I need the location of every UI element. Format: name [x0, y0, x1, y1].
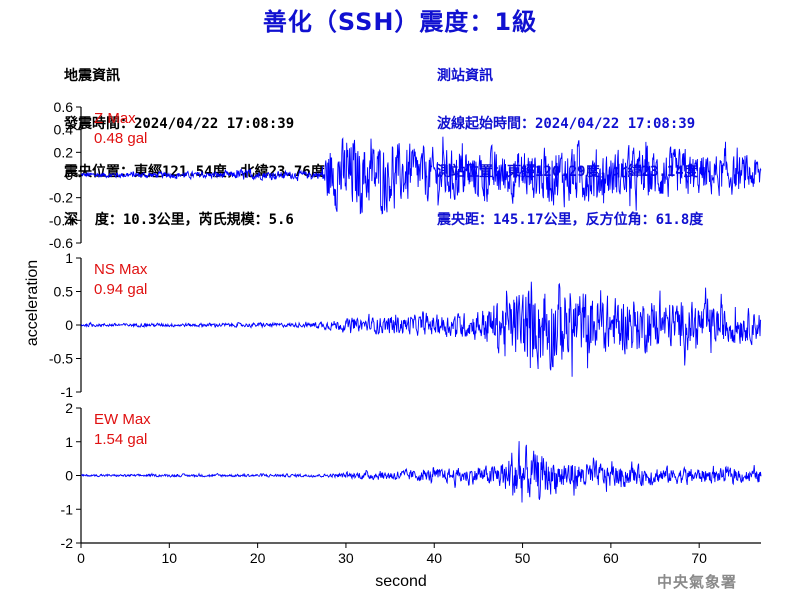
y-tick-label: -0.4 — [49, 212, 73, 228]
earthquake-info: 地震資訊 發震時間：2024/04/22 17:08:39 震央位置：東經121… — [64, 36, 325, 244]
x-tick-label: 70 — [691, 550, 707, 566]
max-label-z: Z Max — [94, 110, 136, 127]
y-tick-label: -1 — [61, 384, 74, 400]
quake-info-header: 地震資訊 — [64, 68, 120, 84]
y-tick-label: -0.5 — [49, 351, 73, 367]
waveform-trace-ew — [80, 441, 762, 503]
station-info-header: 測站資訊 — [437, 68, 493, 84]
y-tick-label: 0 — [65, 317, 73, 333]
y-tick-label: 0.2 — [54, 144, 74, 160]
agency-label: 中央氣象署 — [657, 573, 738, 591]
x-tick-label: 40 — [426, 550, 442, 566]
y-tick-label: 1 — [65, 434, 73, 450]
max-label-ew: EW Max — [94, 411, 151, 428]
origin-time: 發震時間：2024/04/22 17:08:39 — [64, 116, 295, 132]
max-value-ns: 0.94 gal — [94, 281, 147, 298]
y-tick-label: 0 — [65, 167, 73, 183]
x-tick-label: 10 — [162, 550, 178, 566]
x-tick-label: 20 — [250, 550, 266, 566]
x-tick-label: 50 — [515, 550, 531, 566]
y-tick-label: 0 — [65, 468, 73, 484]
max-label-ns: NS Max — [94, 261, 148, 278]
max-value-ew: 1.54 gal — [94, 431, 147, 448]
x-tick-label: 30 — [338, 550, 354, 566]
y-tick-label: -1 — [61, 501, 74, 517]
waveform-trace-z — [80, 136, 762, 215]
x-tick-label: 0 — [77, 550, 85, 566]
y-tick-label: 0.6 — [54, 99, 74, 115]
waveform-trace-ns — [81, 281, 762, 377]
chart-title: 善化（SSH）震度：1級 — [262, 8, 538, 36]
epicentral-distance: 震央距：145.17公里，反方位角：61.8度 — [437, 212, 704, 228]
y-axis-label: acceleration — [24, 260, 41, 346]
y-tick-label: -2 — [61, 535, 74, 551]
y-tick-label: 0.5 — [54, 284, 74, 300]
x-tick-label: 60 — [603, 550, 619, 566]
max-value-z: 0.48 gal — [94, 130, 147, 147]
y-tick-label: -0.6 — [49, 235, 73, 251]
depth-magnitude: 深 度：10.3公里，芮氏規模：5.6 — [64, 212, 294, 228]
y-tick-label: 0.4 — [54, 122, 74, 138]
y-tick-label: 1 — [65, 250, 73, 266]
x-axis-label: second — [375, 573, 427, 590]
y-tick-label: -0.2 — [49, 190, 73, 206]
wave-start-time: 波線起始時間：2024/04/22 17:08:39 — [437, 116, 696, 132]
y-tick-label: 2 — [65, 400, 73, 416]
